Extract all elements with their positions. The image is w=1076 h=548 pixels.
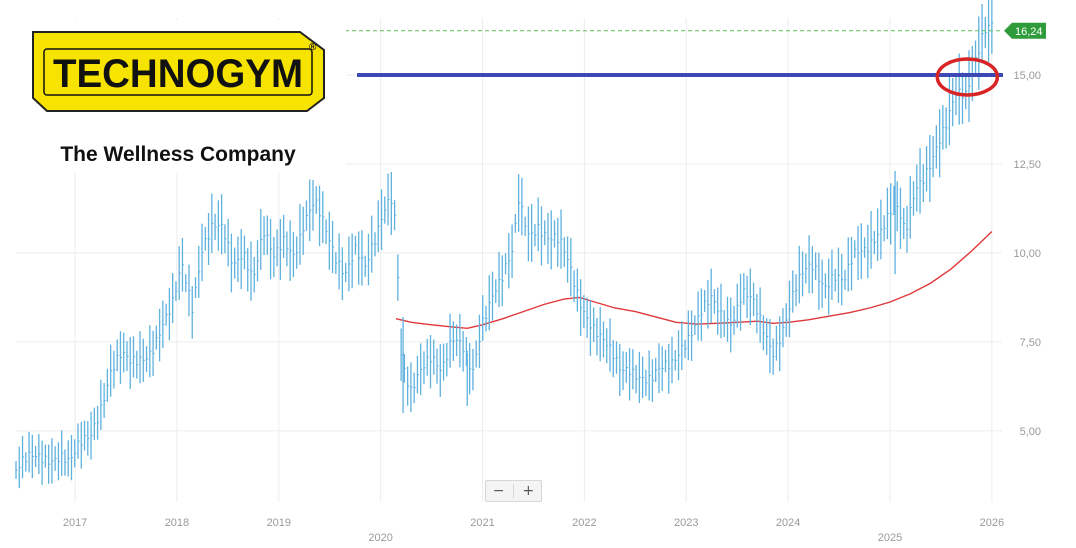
- y-tick-label: 10,00: [1013, 248, 1041, 260]
- zoom-out-button[interactable]: −: [492, 483, 505, 499]
- y-axis: 5,00 7,50 10,00 12,50 15,00: [1013, 70, 1041, 438]
- last-price-badge: 16,24: [1004, 22, 1046, 39]
- y-tick-label: 7,50: [1020, 337, 1041, 349]
- x-axis: 2017 2018 2019 2020 2021 2022 2023 2024 2025 2026: [63, 517, 1004, 544]
- zoom-control: − +: [485, 480, 542, 502]
- logo-tagline: The Wellness Company: [60, 143, 296, 166]
- x-tick-label: 2024: [776, 517, 800, 529]
- price-series: [15, 0, 994, 489]
- last-price-badge-shape: [1004, 22, 1046, 39]
- registered-mark: ®: [309, 42, 317, 53]
- logo-inner-frame: [43, 48, 313, 96]
- x-tick-label: 2019: [267, 517, 291, 529]
- logo-yellow-badge: [32, 31, 325, 112]
- zoom-separator: [512, 484, 514, 498]
- technogym-logo: TECHNOGYM ® The Wellness Company: [16, 20, 346, 172]
- highlight-circle: [935, 57, 1000, 97]
- x-tick-label: 2017: [63, 517, 87, 529]
- x-tick-label: 2025: [878, 532, 902, 544]
- zoom-in-button[interactable]: +: [522, 483, 535, 499]
- x-tick-label: 2023: [674, 517, 698, 529]
- y-tick-label: 5,00: [1020, 426, 1041, 438]
- x-tick-label: 2020: [368, 532, 392, 544]
- y-tick-label: 15,00: [1013, 70, 1041, 82]
- x-tick-label: 2022: [572, 517, 596, 529]
- y-tick-label: 12,50: [1013, 159, 1041, 171]
- x-tick-label: 2018: [165, 517, 189, 529]
- last-price-label: 16,24: [1015, 26, 1043, 38]
- x-tick-label: 2026: [980, 517, 1004, 529]
- logo-wordmark: TECHNOGYM: [53, 52, 303, 96]
- x-tick-label: 2021: [470, 517, 494, 529]
